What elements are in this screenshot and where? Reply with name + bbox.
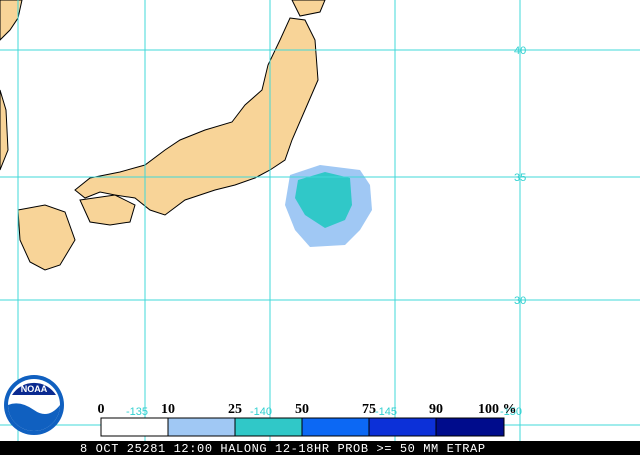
logo-text: NOAA [21,384,48,394]
legend-box [301,417,370,437]
legend-label: 50 [295,402,309,417]
legend-label: 90 [429,402,443,417]
lon-label: -135 [126,406,148,418]
legend-box [100,417,169,437]
noaa-logo: NOAA [4,375,64,435]
grid: 40 35 30 -135 -140 -145 -150 [0,0,640,441]
legend-box [435,417,505,437]
legend-label: 0 [98,402,105,417]
footer-bar [0,441,640,455]
legend-label: 10 [161,402,175,417]
legend-box [234,417,303,437]
footer-text: 8 OCT 25281 12:00 HALONG 12-18HR PROB >=… [80,442,486,455]
lat-label: 40 [514,45,526,57]
lon-label: -150 [500,406,522,418]
lat-label: 30 [514,295,526,307]
legend-label: 100 % [478,402,517,417]
rain [285,165,372,247]
lon-label: -140 [250,406,272,418]
lon-label: -145 [375,406,397,418]
legend-label: 25 [228,402,242,417]
legend-label: 75 [362,402,376,417]
legend: 0 10 25 50 75 90 100 % [98,402,517,437]
legend-box [167,417,236,437]
land [0,0,326,271]
lat-label: 35 [514,172,526,184]
legend-box [368,417,437,437]
